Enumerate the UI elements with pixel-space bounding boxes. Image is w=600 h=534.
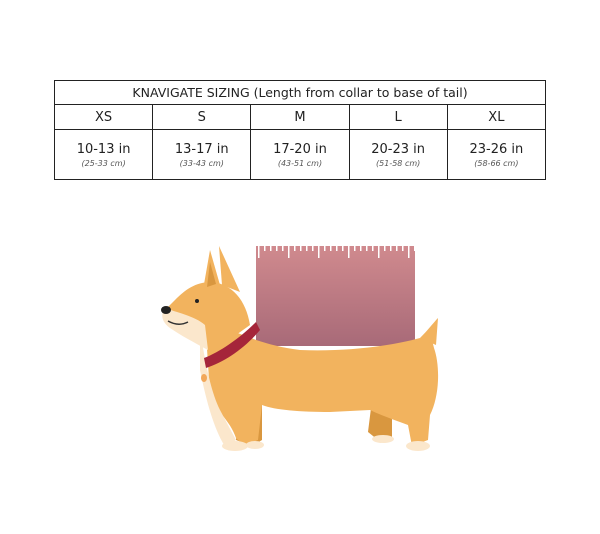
ruler-tick xyxy=(354,246,356,251)
inches: 20-23 in xyxy=(371,141,426,157)
ruler-tick xyxy=(276,246,278,251)
ruler-tick xyxy=(378,246,380,258)
size-label: XL xyxy=(446,104,547,130)
ruler-tick xyxy=(342,246,344,251)
cm: (33-43 cm) xyxy=(179,158,224,168)
ruler-tick xyxy=(390,246,392,251)
collar xyxy=(204,322,260,368)
ruler-tick xyxy=(396,246,398,251)
ruler-tick xyxy=(360,246,362,251)
cm: (58-66 cm) xyxy=(474,158,519,168)
ruler-tick xyxy=(402,246,404,251)
inches: 10-13 in xyxy=(76,141,131,157)
ruler-tick xyxy=(318,246,320,258)
ruler-tick xyxy=(372,246,374,251)
size-cell: 20-23 in (51-58 cm) xyxy=(348,129,448,180)
ruler-tick xyxy=(294,246,296,251)
ruler-tick xyxy=(282,246,284,251)
ruler-tick xyxy=(408,246,410,258)
ruler-tick xyxy=(306,246,308,251)
inches: 17-20 in xyxy=(273,141,327,157)
corgi xyxy=(161,246,439,451)
ruler-tick xyxy=(288,246,290,258)
ruler-tick xyxy=(270,246,272,251)
ruler-tick xyxy=(258,246,260,258)
size-cell: 10-13 in (25-33 cm) xyxy=(53,129,154,180)
ruler-tick xyxy=(336,246,338,251)
ruler-tick xyxy=(366,246,368,251)
ruler-tick xyxy=(414,246,416,251)
table-title: KNAVIGATE SIZING (Length from collar to … xyxy=(54,80,546,105)
sizing-table: KNAVIGATE SIZING (Length from collar to … xyxy=(53,80,547,180)
size-cell: 23-26 in (58-66 cm) xyxy=(446,129,547,180)
size-cell: 17-20 in (43-51 cm) xyxy=(250,129,350,180)
ruler-tick xyxy=(384,246,386,251)
size-label: XS xyxy=(53,104,154,130)
cm: (43-51 cm) xyxy=(277,158,323,168)
ruler-tick xyxy=(324,246,326,251)
ruler-tick xyxy=(312,246,314,251)
ruler-tick xyxy=(300,246,302,251)
inches: 23-26 in xyxy=(469,141,524,157)
ruler-tick xyxy=(330,246,332,251)
cm: (25-33 cm) xyxy=(81,158,126,168)
size-header-row: XS S M L XL xyxy=(53,104,547,130)
inches: 13-17 in xyxy=(174,141,229,157)
ruler-tick xyxy=(348,246,350,258)
cm: (51-58 cm) xyxy=(376,158,421,168)
ruler xyxy=(256,246,416,346)
size-values-row: 10-13 in (25-33 cm) 13-17 in (33-43 cm) 17… xyxy=(53,129,547,180)
ruler-tick xyxy=(264,246,266,251)
